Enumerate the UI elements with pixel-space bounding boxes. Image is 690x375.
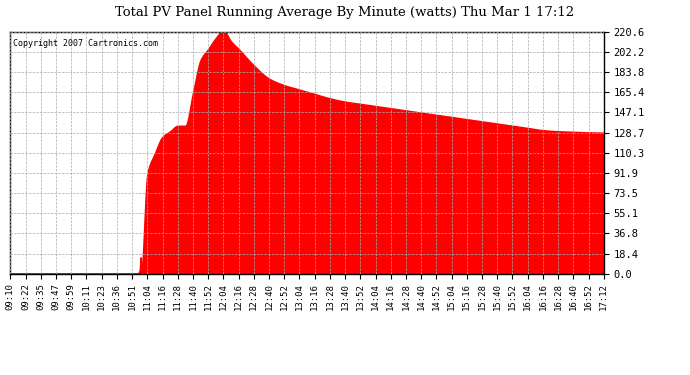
Text: Total PV Panel Running Average By Minute (watts) Thu Mar 1 17:12: Total PV Panel Running Average By Minute… bbox=[115, 6, 575, 19]
Text: Copyright 2007 Cartronics.com: Copyright 2007 Cartronics.com bbox=[13, 39, 158, 48]
